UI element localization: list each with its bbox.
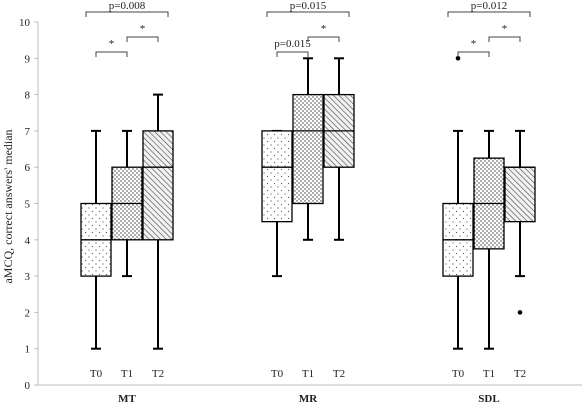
y-tick-label: 7	[25, 126, 31, 138]
y-axis-ticks: 0 1 2 3 4 5 6 7 8 9 10	[19, 17, 38, 392]
y-tick-label: 4	[25, 235, 31, 247]
bracket-line	[276, 51, 309, 57]
y-tick-label: 5	[25, 199, 31, 211]
condition-label: T1	[302, 368, 314, 380]
plot-marks: T0 T1 T2 MT p=0.008 * * T0 T1 T2 MR p=0.015 p=0.015 *…	[80, 0, 536, 403]
significance-bracket: *	[95, 38, 128, 57]
box-body	[142, 130, 174, 241]
bracket-line	[307, 36, 340, 42]
outlier-point	[455, 56, 461, 61]
significance-label: *	[502, 23, 508, 35]
bracket-line	[126, 36, 159, 42]
y-tick-label: 10	[19, 17, 31, 29]
box-body	[504, 166, 536, 223]
significance-bracket: p=0.008	[85, 0, 169, 17]
significance-bracket: *	[488, 23, 521, 42]
condition-label: T1	[483, 368, 495, 380]
condition-label: T0	[271, 368, 284, 380]
box-mr-t2: T2	[323, 57, 355, 380]
box-mt-t1: T1	[111, 129, 143, 380]
condition-label: T2	[333, 368, 345, 380]
significance-label: p=0.012	[471, 0, 507, 12]
significance-label: *	[140, 23, 146, 35]
bracket-line	[457, 51, 490, 57]
box-sdl-t0: T0	[442, 56, 474, 380]
bracket-line	[95, 51, 128, 57]
y-axis-label: aMCQ, correct answers' median	[1, 129, 15, 283]
group-mt: T0 T1 T2 MT p=0.008 * *	[80, 0, 174, 403]
group-sdl: T0 T1 T2 SDL p=0.012 * *	[442, 0, 536, 403]
significance-bracket: p=0.012	[447, 0, 531, 17]
group-mr: T0 T1 T2 MR p=0.015 p=0.015 *	[261, 0, 355, 403]
box-mt-t2: T2	[142, 93, 174, 380]
condition-label: T2	[152, 368, 164, 380]
significance-bracket: *	[307, 23, 340, 42]
significance-bracket: *	[457, 38, 490, 57]
y-tick-label: 1	[25, 344, 31, 356]
significance-label: *	[109, 38, 115, 50]
box-mt-t0: T0	[80, 129, 112, 380]
y-tick-label: 6	[25, 162, 31, 174]
significance-label: p=0.008	[109, 0, 146, 12]
y-tick-label: 3	[25, 271, 31, 283]
box-sdl-t2: T2	[504, 129, 536, 380]
group-label: MT	[118, 393, 136, 403]
condition-label: T2	[514, 368, 526, 380]
significance-bracket: p=0.015	[274, 38, 311, 57]
outlier-point	[517, 310, 523, 315]
condition-label: T0	[452, 368, 465, 380]
box-mr-t1: T1	[292, 57, 324, 380]
bracket-line	[85, 11, 169, 17]
condition-label: T0	[90, 368, 103, 380]
box-sdl-t1: T1	[473, 129, 505, 380]
box-body	[292, 93, 324, 205]
y-tick-label: 0	[25, 380, 31, 392]
condition-label: T1	[121, 368, 133, 380]
significance-label: p=0.015	[274, 38, 311, 50]
bracket-line	[266, 11, 350, 17]
y-tick-label: 8	[25, 90, 31, 102]
y-tick-label: 2	[25, 307, 31, 319]
box-mr-t0: T0	[261, 129, 293, 380]
bracket-line	[447, 11, 531, 17]
bracket-line	[488, 36, 521, 42]
significance-bracket: p=0.015	[266, 0, 350, 17]
y-tick-label: 9	[25, 53, 31, 65]
significance-label: p=0.015	[290, 0, 327, 12]
significance-bracket: *	[126, 23, 159, 42]
box-body	[261, 130, 293, 223]
group-label: MR	[299, 393, 318, 403]
group-label: SDL	[478, 393, 499, 403]
significance-label: *	[471, 38, 477, 50]
significance-label: *	[321, 23, 327, 35]
